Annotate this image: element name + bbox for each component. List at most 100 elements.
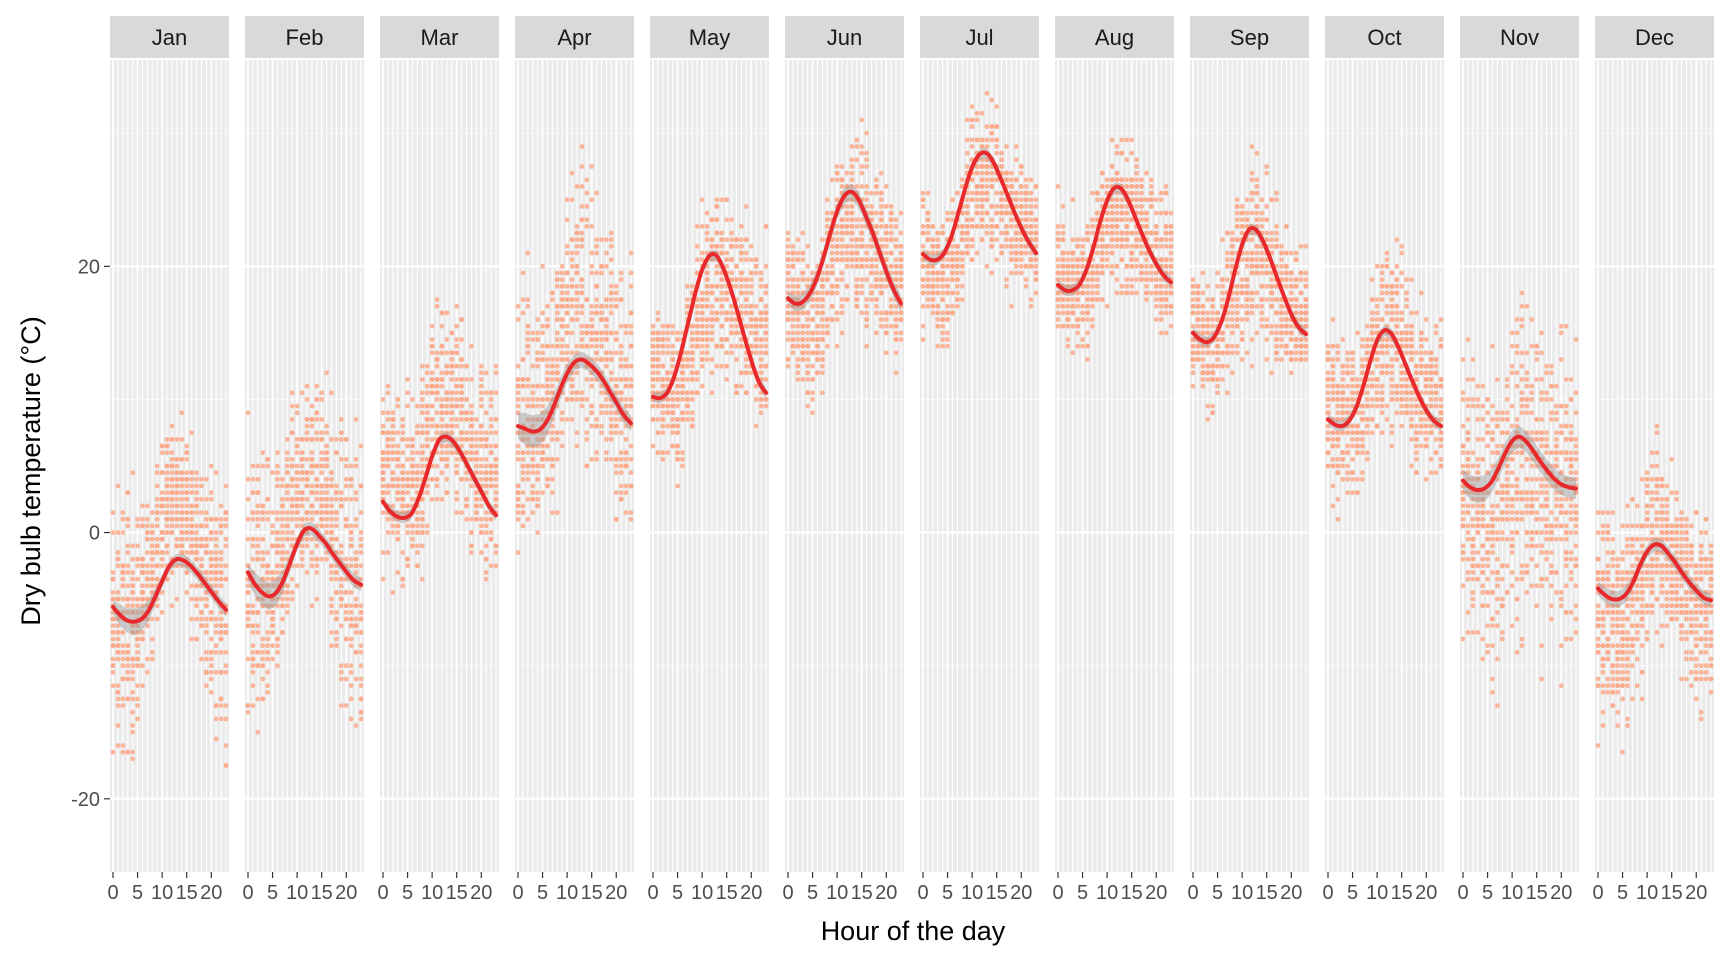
data-point	[819, 363, 825, 369]
data-point	[829, 270, 835, 276]
data-point	[110, 576, 116, 582]
data-point	[478, 476, 484, 482]
data-point	[655, 350, 661, 356]
data-point	[964, 217, 970, 223]
data-point	[343, 476, 349, 482]
data-point	[650, 417, 656, 422]
data-point	[675, 430, 680, 436]
data-point	[709, 243, 715, 249]
data-point	[559, 303, 565, 309]
data-point	[893, 243, 899, 249]
data-point	[213, 669, 219, 675]
data-point	[410, 463, 415, 469]
data-point	[655, 317, 661, 322]
data-point	[800, 257, 806, 263]
data-point	[358, 649, 364, 655]
data-point	[265, 463, 271, 469]
data-point	[419, 543, 425, 549]
data-point	[670, 363, 676, 369]
data-point	[414, 550, 420, 555]
data-point	[169, 523, 175, 529]
data-point	[599, 237, 604, 243]
data-point	[559, 443, 565, 449]
data-point	[115, 623, 121, 629]
data-point	[348, 663, 354, 669]
data-point	[329, 576, 334, 582]
data-point	[110, 530, 116, 535]
data-point	[358, 643, 364, 649]
x-tick-label: 15	[446, 882, 468, 904]
data-point	[189, 596, 195, 602]
data-point	[559, 263, 565, 269]
data-point	[199, 543, 204, 549]
data-point	[839, 177, 845, 183]
data-point	[334, 436, 339, 442]
data-point	[579, 343, 585, 349]
data-point	[449, 370, 455, 376]
data-point	[515, 317, 521, 322]
data-point	[579, 323, 585, 329]
data-point	[763, 303, 769, 309]
data-point	[275, 603, 280, 609]
data-point	[878, 223, 884, 229]
x-tick-label: 10	[286, 882, 308, 904]
data-point	[613, 303, 619, 309]
facet-strip-label: Mar	[421, 25, 459, 50]
data-point	[689, 283, 695, 289]
data-point	[594, 417, 600, 422]
data-point	[729, 257, 735, 263]
data-point	[353, 496, 359, 502]
data-point	[604, 350, 609, 356]
data-point	[184, 510, 190, 515]
data-point	[709, 317, 715, 322]
data-point	[439, 423, 445, 429]
data-point	[758, 403, 764, 409]
data-point	[805, 343, 811, 349]
data-point	[893, 270, 899, 276]
data-point	[859, 184, 865, 189]
data-point	[694, 370, 700, 376]
data-point	[628, 283, 634, 289]
data-point	[834, 170, 840, 176]
data-point	[650, 370, 656, 376]
data-point	[729, 343, 735, 349]
data-point	[353, 463, 359, 469]
data-point	[795, 257, 801, 263]
data-point	[584, 330, 590, 336]
data-point	[954, 297, 960, 303]
data-point	[483, 483, 489, 489]
data-point	[815, 310, 820, 316]
data-point	[395, 430, 401, 436]
data-point	[444, 337, 450, 342]
data-point	[208, 610, 214, 615]
data-point	[540, 263, 545, 269]
data-point	[493, 490, 499, 496]
data-point	[120, 570, 126, 575]
data-point	[699, 317, 705, 322]
data-point	[120, 530, 126, 535]
data-point	[454, 403, 460, 409]
data-point	[628, 377, 634, 382]
data-point	[729, 350, 735, 356]
data-point	[140, 556, 145, 562]
data-point	[120, 743, 126, 748]
data-point	[120, 676, 126, 682]
data-point	[540, 323, 545, 329]
data-point	[469, 530, 474, 535]
data-point	[844, 210, 850, 216]
data-point	[805, 330, 811, 336]
data-point	[530, 383, 536, 389]
data-point	[608, 290, 614, 296]
data-point	[753, 323, 759, 329]
data-point	[218, 716, 224, 722]
data-point	[969, 177, 975, 183]
data-point	[444, 423, 450, 429]
data-point	[419, 470, 425, 476]
data-point	[478, 397, 484, 402]
data-point	[164, 443, 170, 449]
data-point	[125, 696, 131, 702]
data-point	[434, 377, 440, 382]
data-point	[459, 317, 465, 322]
data-point	[348, 483, 354, 489]
data-point	[454, 456, 460, 462]
